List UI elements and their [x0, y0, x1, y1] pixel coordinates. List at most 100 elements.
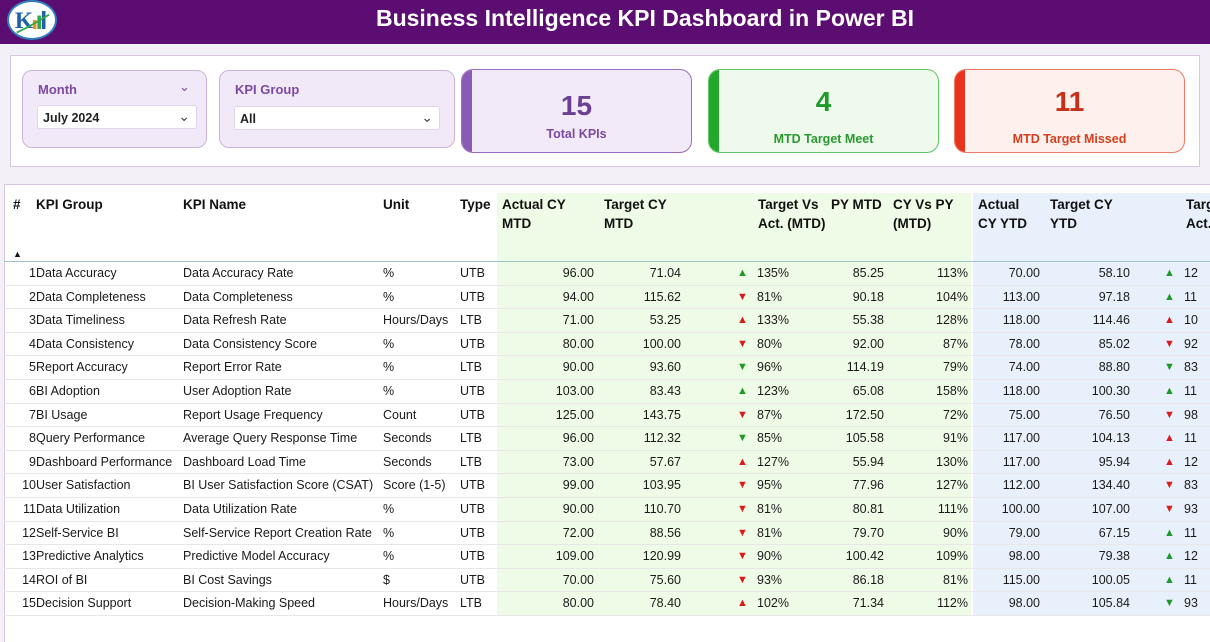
- cy-vs-py-mtd-cell: 127%: [936, 478, 968, 493]
- triangle-up-icon: ▲: [1164, 314, 1175, 327]
- target-cy-ytd-cell: 107.00: [1091, 502, 1130, 516]
- target-cy-ytd-cell: 58.10: [1098, 266, 1130, 280]
- type-cell: UTB: [460, 407, 485, 422]
- triangle-up-icon: ▲: [737, 314, 748, 327]
- table-row[interactable]: 13 Predictive Analytics Predictive Model A…: [4, 545, 1210, 569]
- table-row[interactable]: 15 Decision Support Decision-Making Speed H…: [4, 592, 1210, 616]
- target-vs-act-ytd-cell: 12: [1184, 454, 1198, 469]
- target-cy-mtd-cell: 71.04: [649, 266, 681, 280]
- unit-cell: %: [383, 289, 395, 304]
- triangle-down-icon: ▼: [1164, 361, 1175, 374]
- cy-vs-py-mtd-cell: 91%: [942, 431, 968, 446]
- kpi-group-slicer-label: KPI Group: [235, 82, 300, 97]
- target-vs-act-mtd-cell: 81%: [757, 289, 783, 304]
- month-select[interactable]: July 2024 ⌄: [37, 105, 197, 129]
- row-number: 1: [29, 266, 36, 280]
- target-cy-mtd-cell: 100.00: [642, 336, 681, 351]
- target-vs-act-ytd-cell: 11: [1184, 572, 1197, 587]
- actual-cy-mtd-cell: 90.00: [562, 502, 594, 516]
- cy-vs-py-mtd-cell: 72%: [942, 407, 968, 422]
- triangle-up-icon: ▲: [737, 455, 748, 468]
- table-row[interactable]: 5 Report Accuracy Report Error Rate% LTB 90.…: [4, 356, 1210, 380]
- kpi-group-cell: Data Accuracy: [36, 266, 117, 280]
- table-row[interactable]: 6 BI Adoption User Adoption Rate% UTB 103.00…: [4, 380, 1210, 404]
- kpi-name-cell: Data Utilization Rate: [183, 502, 297, 516]
- kpi-group-slicer: KPI Group All ⌄: [219, 70, 455, 148]
- col-header-py-mtd[interactable]: PY MTD: [831, 197, 882, 212]
- col-header-actual-cy-ytd[interactable]: Actual CY YTD: [978, 197, 1028, 231]
- type-cell: UTB: [460, 384, 485, 398]
- col-header-type[interactable]: Type: [460, 197, 491, 212]
- unit-cell: Seconds: [383, 454, 432, 469]
- col-header-cy-vs-py-mtd[interactable]: CY Vs PY (MTD): [893, 197, 954, 231]
- target-cy-ytd-cell: 76.50: [1098, 407, 1130, 422]
- card-accent-bar: [955, 70, 965, 152]
- slicer-collapse-chevron-icon[interactable]: ⌄: [179, 79, 190, 94]
- actual-cy-ytd-cell: 118.00: [1002, 313, 1040, 328]
- triangle-down-icon: ▼: [737, 408, 748, 421]
- col-header-kpi-name[interactable]: KPI Name: [183, 197, 247, 212]
- table-row[interactable]: 11 Data Utilization Data Utilization Rate%…: [4, 498, 1210, 522]
- row-number: 7: [29, 407, 36, 422]
- table-row[interactable]: 4 Data Consistency Data Consistency Score%…: [4, 333, 1210, 357]
- target-cy-mtd-cell: 143.75: [642, 407, 681, 422]
- kpi-name-cell: BI User Satisfaction Score (CSAT): [183, 478, 374, 493]
- col-header-target-cy-mtd[interactable]: Target CY MTD: [604, 197, 667, 231]
- sort-ascending-icon[interactable]: ▲: [13, 249, 22, 259]
- kpi-group-cell: Self-Service BI: [36, 525, 119, 540]
- col-header-unit[interactable]: Unit: [383, 197, 410, 212]
- cy-vs-py-mtd-cell: 158%: [936, 384, 968, 398]
- kpi-group-select-value: All: [240, 112, 256, 126]
- row-number: 14: [22, 572, 36, 587]
- target-vs-act-mtd-cell: 93%: [757, 572, 783, 587]
- table-row[interactable]: 8 Query Performance Average Query Response…: [4, 427, 1210, 451]
- table-row[interactable]: 1 Data Accuracy Data Accuracy Rate% UTB 96.0…: [4, 262, 1210, 286]
- table-row[interactable]: 14 ROI of BI BI Cost Savings $ UTB 70.00 75.60…: [4, 569, 1210, 593]
- unit-cell: Hours/Days: [383, 313, 449, 328]
- kpi-group-select[interactable]: All ⌄: [234, 106, 440, 130]
- table-row[interactable]: 9 Dashboard Performance Dashboard Load Tim…: [4, 451, 1210, 475]
- col-header-target-cy-ytd[interactable]: Target CY YTD: [1050, 197, 1113, 231]
- actual-cy-mtd-cell: 73.00: [562, 454, 594, 469]
- cy-vs-py-mtd-cell: 79%: [942, 360, 968, 375]
- col-header-target-vs-act-ytd[interactable]: Target Vs Act. (YTD): [1186, 197, 1210, 231]
- col-header-target-vs-act-mtd[interactable]: Target Vs Act. (MTD): [758, 197, 826, 231]
- actual-cy-ytd-cell: 98.00: [1008, 549, 1040, 564]
- kpi-name-cell: User Adoption Rate: [183, 384, 292, 398]
- col-header-actual-cy-mtd[interactable]: Actual CY MTD: [502, 197, 566, 231]
- target-vs-act-mtd-cell: 127%: [757, 454, 789, 469]
- target-vs-act-ytd-cell: 83: [1184, 360, 1198, 375]
- target-vs-act-ytd-cell: 12: [1184, 266, 1198, 280]
- actual-cy-mtd-cell: 70.00: [562, 572, 594, 587]
- cy-vs-py-mtd-cell: 87%: [942, 336, 968, 351]
- table-row[interactable]: 12 Self-Service BI Self-Service Report Cre…: [4, 522, 1210, 546]
- type-cell: LTB: [460, 360, 482, 375]
- table-row[interactable]: 10 User Satisfaction BI User Satisfaction …: [4, 474, 1210, 498]
- table-row[interactable]: 7 BI Usage Report Usage Frequency Count UTB 1…: [4, 404, 1210, 428]
- triangle-down-icon: ▼: [737, 361, 748, 374]
- kpi-group-cell: Data Completeness: [36, 289, 146, 304]
- target-vs-act-ytd-cell: 92: [1184, 336, 1198, 351]
- table-row[interactable]: 3 Data Timeliness Data Refresh Rate Hours/D…: [4, 309, 1210, 333]
- py-mtd-cell: 92.00: [852, 336, 884, 351]
- cy-vs-py-mtd-cell: 104%: [936, 289, 968, 304]
- target-vs-act-mtd-cell: 95%: [757, 478, 783, 493]
- col-header-num[interactable]: #: [13, 197, 21, 212]
- col-header-kpi-group[interactable]: KPI Group: [36, 197, 103, 212]
- target-cy-mtd-cell: 83.43: [649, 384, 681, 398]
- target-vs-act-ytd-cell: 10: [1184, 313, 1198, 328]
- month-select-value: July 2024: [43, 111, 100, 125]
- kpi-name-cell: Dashboard Load Time: [183, 454, 306, 469]
- kpi-group-cell: Data Timeliness: [36, 313, 125, 328]
- target-vs-act-ytd-cell: 93: [1184, 596, 1198, 611]
- target-vs-act-ytd-cell: 93: [1184, 502, 1198, 516]
- row-number: 9: [29, 454, 36, 469]
- type-cell: UTB: [460, 478, 485, 493]
- triangle-up-icon: ▲: [1164, 385, 1175, 397]
- py-mtd-cell: 172.50: [845, 407, 884, 422]
- total-kpis-value: 15: [560, 90, 593, 121]
- row-number: 3: [29, 313, 36, 328]
- kpi-name-cell: Decision-Making Speed: [183, 596, 316, 611]
- table-row[interactable]: 2 Data Completeness Data Completeness% UTB 9…: [4, 286, 1210, 310]
- py-mtd-cell: 79.70: [852, 525, 884, 540]
